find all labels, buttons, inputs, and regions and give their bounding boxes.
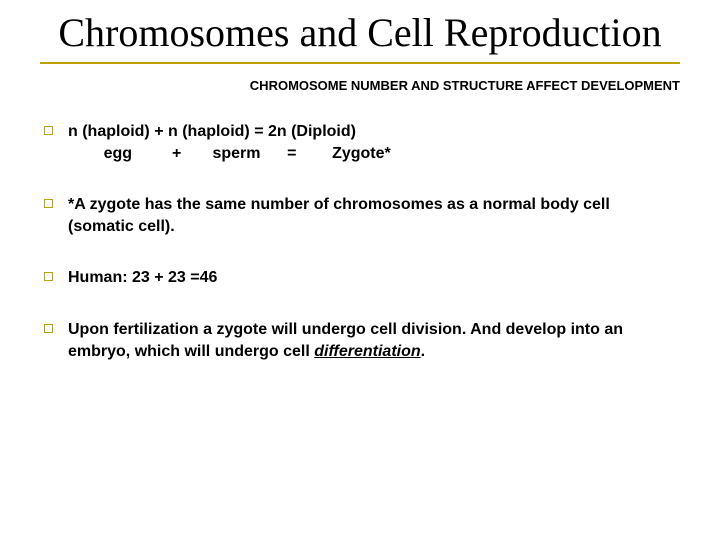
slide: Chromosomes and Cell Reproduction CHROMO… <box>0 0 720 540</box>
bullet-text-line2: egg + sperm = Zygote* <box>68 143 680 165</box>
bullet-text: *A zygote has the same number of chromos… <box>68 196 610 235</box>
subheading: CHROMOSOME NUMBER AND STRUCTURE AFFECT D… <box>40 78 680 93</box>
bullet-text-emph: differentiation <box>314 343 420 360</box>
bullet-text-post: . <box>421 343 425 360</box>
list-item: *A zygote has the same number of chromos… <box>40 194 680 237</box>
page-title: Chromosomes and Cell Reproduction <box>40 10 680 56</box>
bullet-text: Human: 23 + 23 =46 <box>68 269 217 286</box>
list-item: Upon fertilization a zygote will undergo… <box>40 319 680 362</box>
list-item: Human: 23 + 23 =46 <box>40 267 680 289</box>
bullet-list: n (haploid) + n (haploid) = 2n (Diploid)… <box>40 121 680 362</box>
bullet-text-line1: n (haploid) + n (haploid) = 2n (Diploid) <box>68 123 356 140</box>
title-underline <box>40 62 680 64</box>
list-item: n (haploid) + n (haploid) = 2n (Diploid)… <box>40 121 680 164</box>
